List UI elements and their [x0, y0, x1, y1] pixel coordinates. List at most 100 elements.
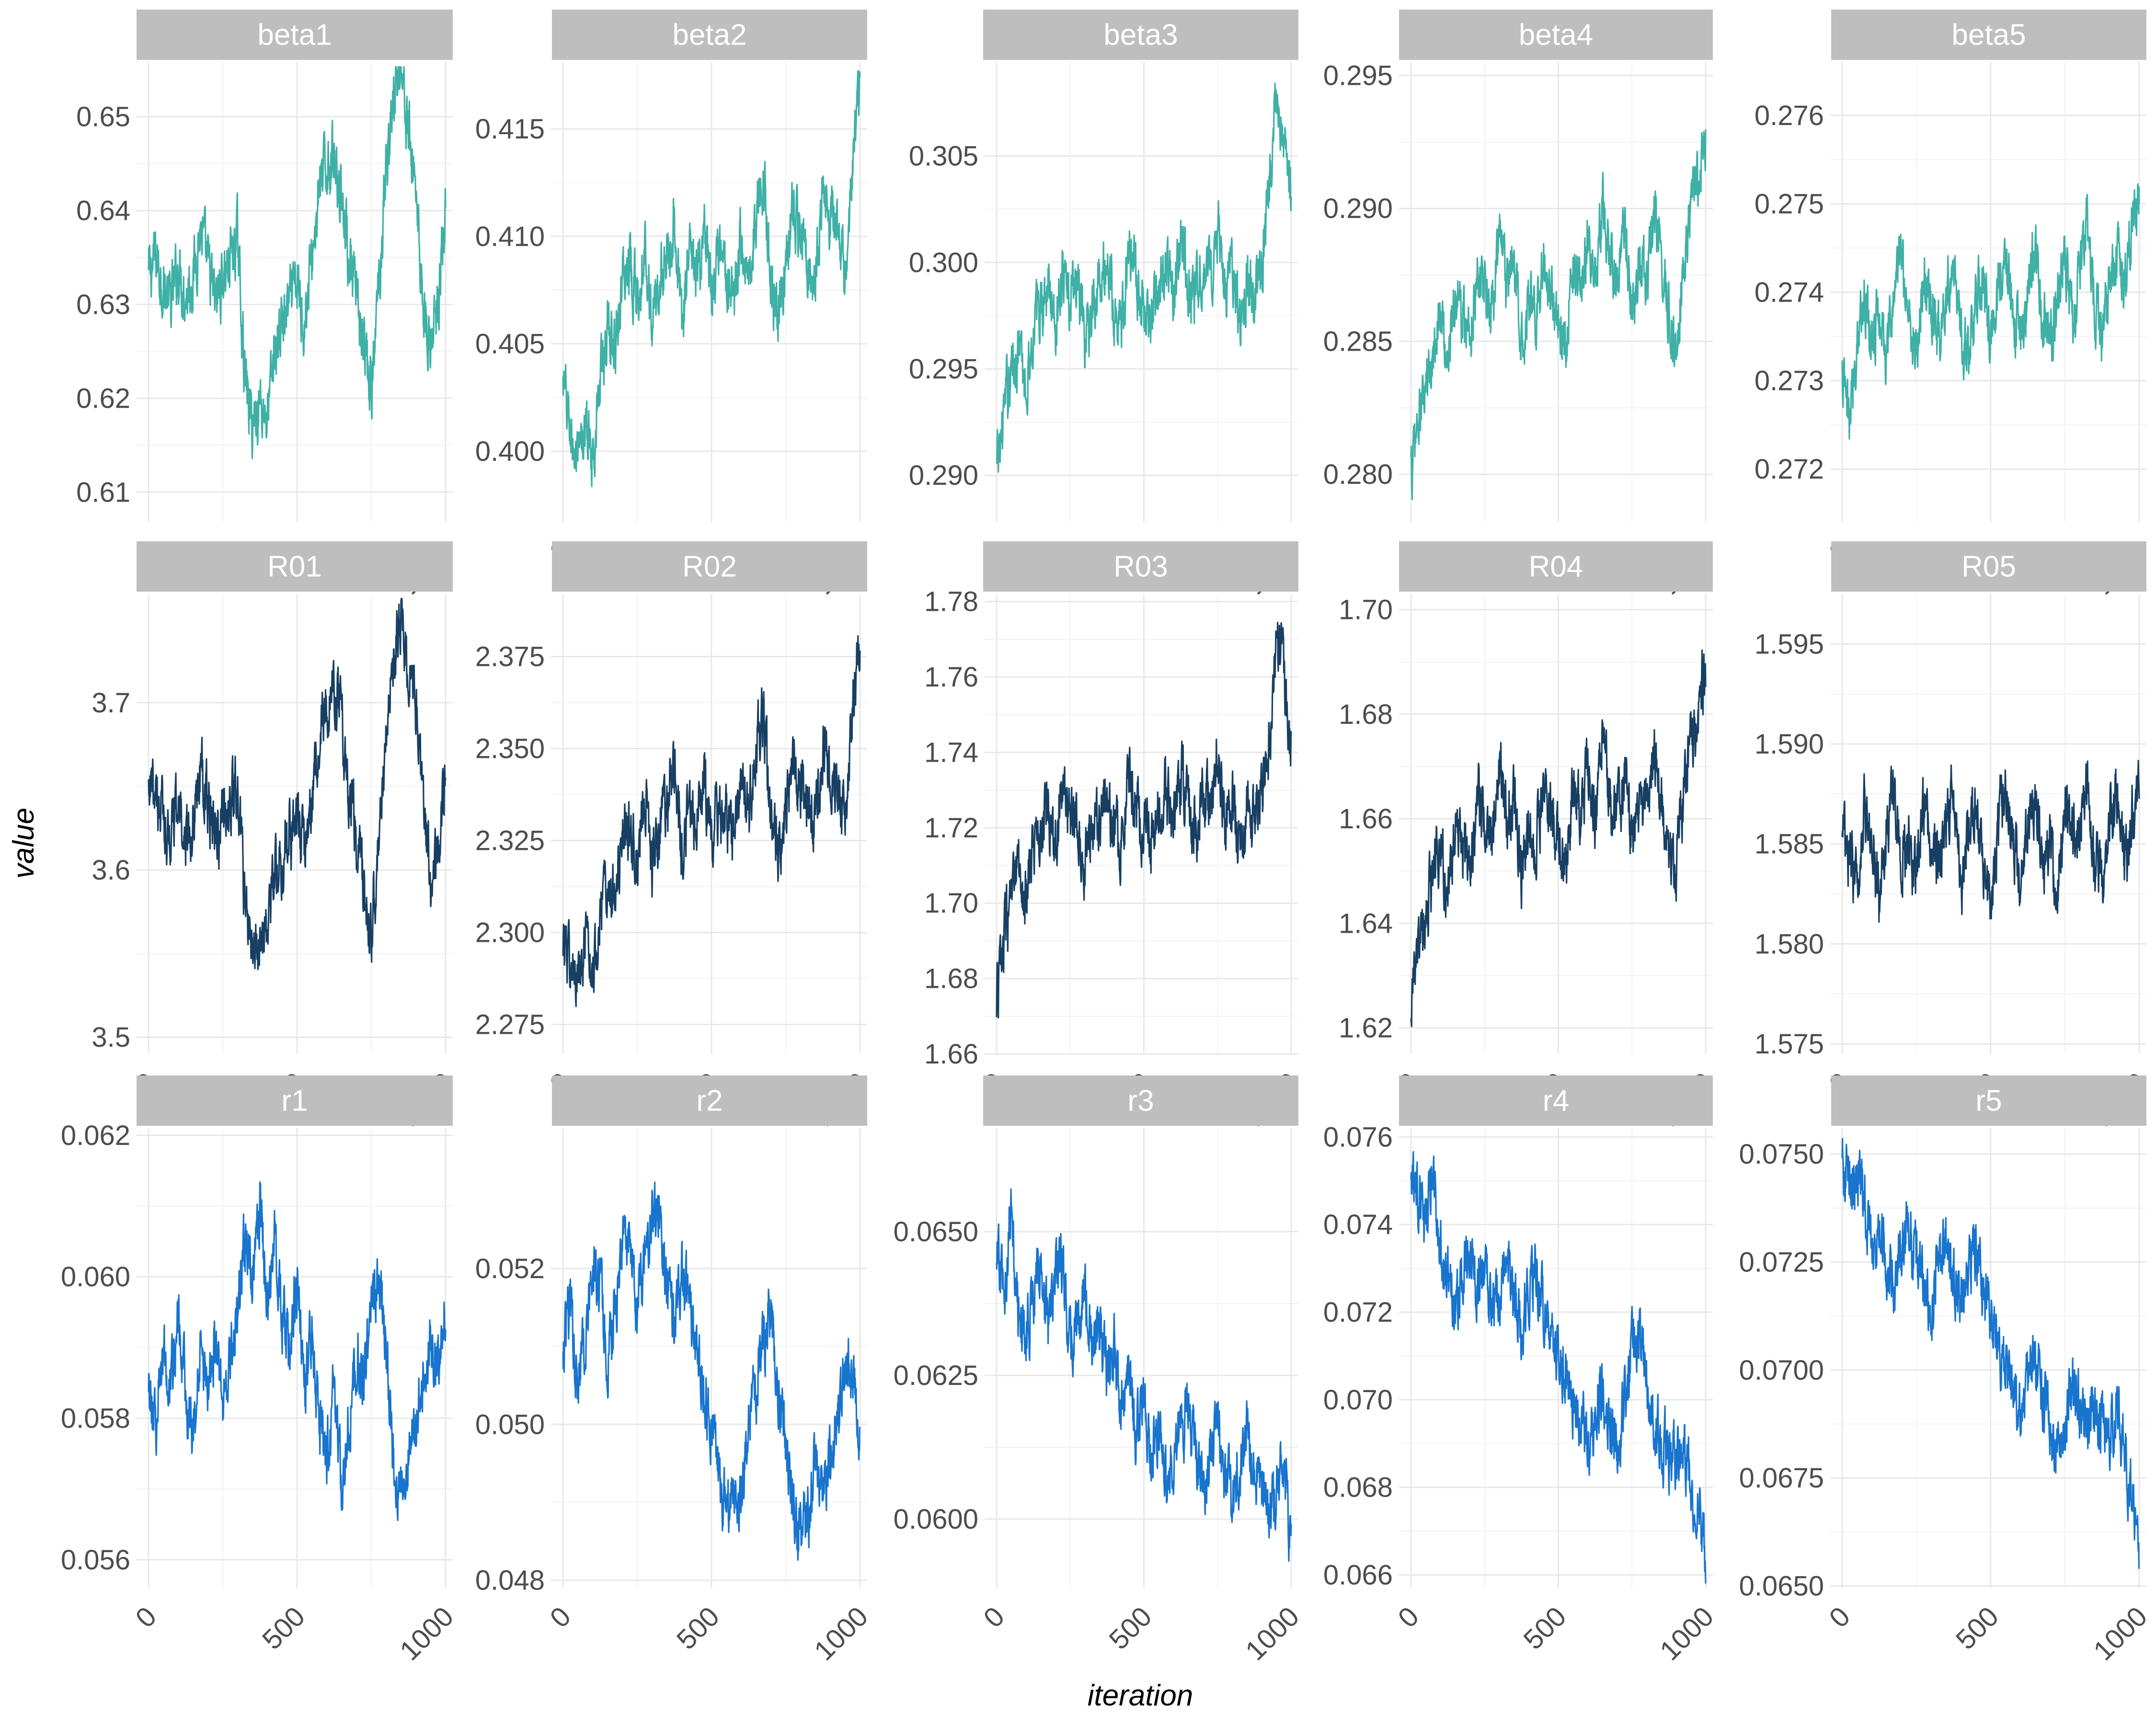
strip-r1 — [137, 1075, 453, 1126]
y-tick-label: 0.63 — [76, 289, 130, 320]
strip-label-R04: R04 — [1529, 550, 1583, 583]
y-tick-label: 0.275 — [1755, 188, 1824, 219]
y-tick-label: 1.70 — [1339, 595, 1393, 626]
strip-r4 — [1399, 1075, 1713, 1126]
y-tick-label: 0.062 — [61, 1120, 130, 1151]
y-tick-label: 0.300 — [909, 247, 978, 278]
strip-label-r2: r2 — [696, 1085, 722, 1118]
y-tick-label: 3.6 — [92, 855, 130, 886]
y-tick-label: 0.0675 — [1739, 1463, 1824, 1494]
y-tick-label: 1.76 — [924, 662, 978, 693]
trace-line-beta4 — [1410, 129, 1707, 501]
y-tick-label: 1.66 — [1339, 803, 1393, 835]
y-tick-label: 0.65 — [76, 102, 130, 133]
y-tick-label: 0.274 — [1755, 277, 1824, 308]
y-tick-label: 0.066 — [1323, 1560, 1393, 1591]
strip-R02 — [552, 541, 867, 592]
y-tick-label: 1.68 — [924, 963, 978, 995]
facet-panels: beta10.610.620.630.640.6505001000beta20.… — [61, 10, 2153, 1667]
strip-label-beta3: beta3 — [1103, 19, 1178, 52]
trace-line-R04 — [1410, 649, 1707, 1028]
trace-line-r4 — [1410, 1151, 1707, 1584]
y-tick-label: 0.070 — [1323, 1384, 1393, 1416]
y-tick-label: 1.66 — [924, 1039, 978, 1070]
trace-line-r2 — [562, 1181, 861, 1561]
strip-beta4 — [1399, 10, 1713, 60]
strip-label-R01: R01 — [267, 550, 322, 583]
y-tick-label: 2.375 — [475, 641, 545, 673]
y-tick-label: 0.0650 — [894, 1216, 978, 1247]
y-tick-label: 2.275 — [475, 1009, 545, 1041]
strip-R05 — [1831, 541, 2146, 592]
strip-label-r1: r1 — [281, 1085, 308, 1118]
y-tick-label: 3.7 — [92, 687, 130, 719]
trace-line-R03 — [996, 621, 1292, 1018]
strip-beta2 — [552, 10, 867, 60]
trace-line-beta1 — [148, 66, 447, 459]
trace-line-r5 — [1841, 1138, 2140, 1569]
trace-line-R01 — [148, 597, 447, 971]
y-tick-label: 1.580 — [1755, 928, 1824, 960]
y-tick-label: 0.0600 — [894, 1504, 978, 1535]
strip-label-R02: R02 — [682, 550, 737, 583]
y-tick-label: 0.068 — [1323, 1472, 1393, 1503]
y-tick-label: 1.590 — [1755, 729, 1824, 760]
strip-label-R05: R05 — [1961, 550, 2016, 583]
y-tick-label: 0.285 — [1323, 326, 1393, 357]
y-tick-label: 0.272 — [1755, 454, 1824, 485]
y-tick-label: 0.410 — [475, 221, 545, 252]
strip-beta5 — [1831, 10, 2146, 60]
strip-label-r4: r4 — [1543, 1085, 1569, 1118]
trace-line-R05 — [1841, 760, 2140, 923]
trace-line-r3 — [996, 1188, 1292, 1562]
strip-label-beta5: beta5 — [1951, 19, 2026, 52]
strip-r2 — [552, 1075, 867, 1126]
trace-line-R02 — [562, 635, 861, 1007]
y-tick-label: 3.5 — [92, 1022, 130, 1053]
y-tick-label: 0.0725 — [1739, 1247, 1824, 1278]
trace-line-r1 — [148, 1181, 447, 1521]
y-tick-label: 1.72 — [924, 812, 978, 844]
y-tick-label: 1.585 — [1755, 829, 1824, 860]
strip-r5 — [1831, 1075, 2146, 1126]
strip-R04 — [1399, 541, 1713, 592]
x-axis-title: iteration — [1088, 1679, 1193, 1712]
y-tick-label: 0.276 — [1755, 100, 1824, 131]
trace-line-beta3 — [996, 82, 1292, 473]
y-tick-label: 0.076 — [1323, 1121, 1393, 1153]
y-tick-label: 2.300 — [475, 917, 545, 949]
strip-beta3 — [983, 10, 1298, 60]
y-tick-label: 1.70 — [924, 888, 978, 919]
y-tick-label: 2.350 — [475, 733, 545, 765]
strip-label-beta2: beta2 — [672, 19, 746, 52]
y-tick-label: 0.290 — [909, 460, 978, 491]
y-tick-label: 0.048 — [475, 1565, 545, 1596]
y-tick-label: 0.280 — [1323, 459, 1393, 490]
y-tick-label: 0.050 — [475, 1409, 545, 1440]
y-tick-label: 0.074 — [1323, 1209, 1393, 1240]
y-tick-label: 0.405 — [475, 329, 545, 360]
strip-R03 — [983, 541, 1298, 592]
y-tick-label: 0.052 — [475, 1253, 545, 1284]
strip-r3 — [983, 1075, 1298, 1126]
y-tick-label: 0.060 — [61, 1261, 130, 1292]
trace-line-beta5 — [1841, 183, 2140, 440]
y-tick-label: 0.62 — [76, 383, 130, 414]
y-tick-label: 1.68 — [1339, 699, 1393, 730]
y-tick-label: 0.0625 — [894, 1360, 978, 1391]
y-axis-title: value — [7, 808, 40, 879]
y-tick-label: 0.273 — [1755, 366, 1824, 397]
y-tick-label: 0.415 — [475, 114, 545, 145]
strip-R01 — [137, 541, 453, 592]
y-tick-label: 0.0750 — [1739, 1139, 1824, 1170]
y-tick-label: 1.595 — [1755, 629, 1824, 660]
y-tick-label: 0.058 — [61, 1403, 130, 1434]
y-tick-label: 0.290 — [1323, 193, 1393, 224]
strip-label-r5: r5 — [1975, 1085, 2002, 1118]
y-tick-label: 2.325 — [475, 825, 545, 857]
strip-label-R03: R03 — [1113, 550, 1168, 583]
y-tick-label: 0.64 — [76, 195, 130, 227]
